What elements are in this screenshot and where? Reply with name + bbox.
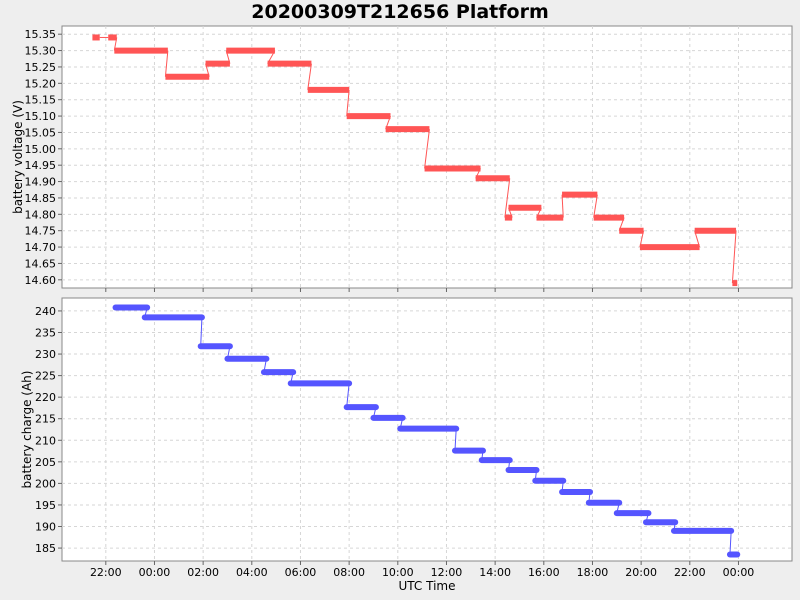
charge-ytick-label: 210 xyxy=(35,434,56,447)
voltage-ytick-label: 15.10 xyxy=(25,110,57,123)
voltage-step-connector xyxy=(346,89,350,117)
charge-xtick-label: 06:00 xyxy=(285,566,317,579)
charge-xtick-label: 14:00 xyxy=(479,566,511,579)
voltage-ytick-label: 14.80 xyxy=(25,208,57,221)
voltage-ytick-label: 15.25 xyxy=(25,61,57,74)
voltage-ytick-label: 15.15 xyxy=(25,94,57,107)
voltage-ytick-label: 15.35 xyxy=(25,28,57,41)
charge-xtick-label: 00:00 xyxy=(139,566,171,579)
voltage-step-connector xyxy=(307,63,312,90)
voltage-panel: 14.60 14.65 14.70 14.75 14.80 14.85 14.90 14.95… xyxy=(11,25,793,292)
voltage-ytick-label: 14.65 xyxy=(25,257,57,270)
charge-step-connector xyxy=(729,530,732,555)
charge-xtick-label: 22:00 xyxy=(90,566,122,579)
charge-ytick-label: 200 xyxy=(35,477,56,490)
voltage-ytick-label: 14.95 xyxy=(25,159,57,172)
voltage-ytick-label: 14.90 xyxy=(25,176,57,189)
charge-ytick-label: 230 xyxy=(35,348,56,361)
charge-ytick-label: 190 xyxy=(35,521,56,534)
voltage-step-connector xyxy=(504,178,511,218)
charge-xtick-label: 08:00 xyxy=(333,566,365,579)
charge-xtick-label: 04:00 xyxy=(236,566,268,579)
voltage-ytick-label: 14.75 xyxy=(25,225,57,238)
charge-ytick-label: 205 xyxy=(35,456,56,469)
voltage-ytick-label: 15.30 xyxy=(25,45,57,58)
charge-ytick-label: 185 xyxy=(35,542,56,555)
voltage-step-connector xyxy=(561,194,564,218)
charge-step-connector xyxy=(454,428,457,451)
voltage-ytick-label: 15.05 xyxy=(25,126,57,139)
x-axis-label: UTC Time xyxy=(399,579,456,593)
voltage-step-connector xyxy=(593,194,598,218)
charge-ytick-label: 235 xyxy=(35,326,56,339)
charge-ytick-label: 225 xyxy=(35,370,56,383)
charge-step-connector xyxy=(200,317,203,347)
voltage-step-connector xyxy=(731,230,737,284)
charge-ytick-label: 215 xyxy=(35,413,56,426)
charge-xtick-label: 12:00 xyxy=(431,566,463,579)
charge-xtick-label: 18:00 xyxy=(577,566,609,579)
charge-xtick-label: 00:00 xyxy=(723,566,755,579)
charge-ylabel: battery charge (Ah) xyxy=(20,371,34,489)
voltage-ytick-label: 15.20 xyxy=(25,77,57,90)
charge-xtick-label: 02:00 xyxy=(187,566,219,579)
charge-xtick-label: 22:00 xyxy=(674,566,706,579)
charge-xtick-label: 10:00 xyxy=(382,566,414,579)
voltage-ytick-label: 14.60 xyxy=(25,274,57,287)
chart-title: 20200309T212656 Platform xyxy=(251,1,549,23)
charge-xtick-label: 20:00 xyxy=(625,566,657,579)
voltage-step-connector xyxy=(424,129,430,169)
charge-ytick-label: 195 xyxy=(35,499,56,512)
voltage-ytick-label: 15.00 xyxy=(25,143,57,156)
voltage-ytick-label: 14.70 xyxy=(25,241,57,254)
charge-xtick-label: 16:00 xyxy=(528,566,560,579)
charge-ytick-label: 240 xyxy=(35,305,56,318)
voltage-step-connector xyxy=(164,50,169,77)
voltage-ylabel: battery voltage (V) xyxy=(11,100,25,214)
charge-ytick-label: 220 xyxy=(35,391,56,404)
charge-step-connector xyxy=(346,383,350,408)
charge-panel: 185 190 195 200 205 210 215 220 225 230 235 240 batt… xyxy=(20,297,793,593)
voltage-ytick-label: 14.85 xyxy=(25,192,57,205)
